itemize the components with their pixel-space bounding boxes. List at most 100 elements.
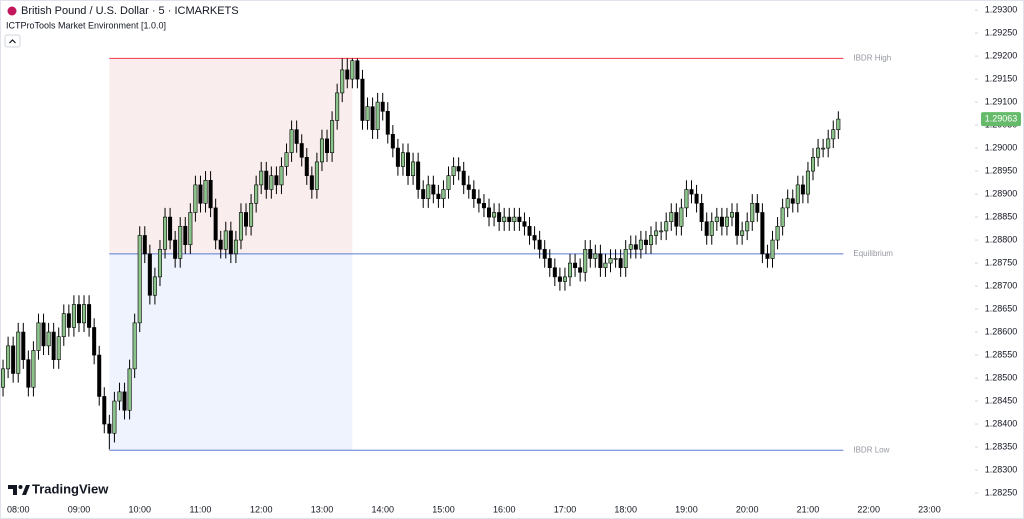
- x-tick-label: 13:00: [311, 504, 334, 514]
- indicator-name: ICTProTools Market Environment [1.0.0]: [6, 20, 166, 30]
- candle-body: [284, 152, 289, 167]
- candle-body: [228, 230, 233, 255]
- candle-body: [299, 143, 304, 158]
- candle-body: [390, 133, 395, 149]
- candle-body: [71, 304, 76, 328]
- candle-body: [674, 212, 679, 227]
- candle-body: [340, 69, 345, 94]
- y-tick-label: 1.28800: [985, 234, 1018, 244]
- x-tick-label: 20:00: [736, 504, 759, 514]
- candle-body: [36, 322, 41, 351]
- candle-body: [21, 331, 26, 360]
- x-tick-label: 17:00: [554, 504, 577, 514]
- candle-body: [633, 244, 638, 250]
- candle-body: [760, 212, 765, 255]
- candle-body: [132, 322, 137, 370]
- candle-body: [740, 230, 745, 236]
- candle-body: [107, 423, 112, 434]
- y-tick-label: 1.29200: [985, 50, 1018, 60]
- candle-body: [461, 170, 466, 186]
- candle-body: [198, 184, 203, 204]
- candle-body: [790, 198, 795, 204]
- candle-body: [654, 230, 659, 236]
- candle-body: [471, 189, 476, 199]
- candle-body: [679, 207, 684, 227]
- x-tick-label: 15:00: [432, 504, 455, 514]
- candle-body: [41, 322, 46, 347]
- candle-body: [213, 207, 218, 241]
- candle-body: [816, 147, 821, 158]
- candle-body: [233, 239, 238, 255]
- candle-body: [831, 129, 836, 140]
- candle-body: [406, 152, 411, 176]
- candle-body: [785, 198, 790, 209]
- candle-body: [345, 69, 350, 80]
- candle-body: [122, 391, 127, 411]
- y-tick-label: 1.29300: [985, 4, 1018, 14]
- x-tick-label: 21:00: [797, 504, 820, 514]
- candle-body: [598, 253, 603, 268]
- level-label: IBDR High: [853, 54, 891, 63]
- candle-body: [709, 221, 714, 236]
- last-price-box: [981, 112, 1021, 127]
- candle-body: [694, 193, 699, 204]
- candle-body: [659, 230, 664, 233]
- y-tick-label: 1.28900: [985, 188, 1018, 198]
- candle-body: [400, 152, 405, 167]
- candle-body: [451, 166, 456, 176]
- candle-body: [745, 221, 750, 232]
- candle-body: [254, 184, 259, 204]
- candle-body: [238, 212, 243, 241]
- candle-body: [638, 239, 643, 250]
- candle-body: [249, 202, 254, 227]
- candle-body: [61, 313, 66, 337]
- x-tick-label: 18:00: [614, 504, 637, 514]
- candle-body: [152, 276, 157, 296]
- candle-body: [178, 225, 183, 259]
- x-tick-label: 12:00: [250, 504, 273, 514]
- candle-body: [375, 101, 380, 130]
- candle-body: [446, 175, 451, 190]
- x-tick-label: 19:00: [675, 504, 698, 514]
- candle-body: [512, 216, 517, 222]
- candle-body: [578, 267, 583, 273]
- candle-body: [730, 212, 735, 218]
- candle-body: [699, 202, 704, 222]
- candle-body: [547, 258, 552, 268]
- candle-body: [102, 396, 107, 425]
- candle-body: [173, 239, 178, 259]
- candle-body: [507, 216, 512, 222]
- collapse-button[interactable]: [4, 34, 21, 48]
- discount-zone: [109, 253, 353, 451]
- candle-body: [314, 161, 319, 190]
- candle-body: [188, 212, 193, 245]
- candle-body: [456, 166, 461, 172]
- candle-body: [16, 331, 21, 374]
- candle-body: [765, 253, 770, 259]
- candle-body: [76, 304, 81, 324]
- candle-body: [142, 235, 147, 255]
- candle-body: [568, 262, 573, 278]
- candle-body: [669, 212, 674, 222]
- background-layer: [109, 57, 844, 451]
- x-tick-label: 09:00: [68, 504, 91, 514]
- candle-body: [1, 368, 6, 388]
- candle-body: [476, 198, 481, 204]
- candle-body: [714, 216, 719, 222]
- candle-body: [517, 216, 522, 222]
- y-tick-label: 1.29100: [985, 96, 1018, 106]
- candle-body: [385, 111, 390, 135]
- candle-body: [805, 170, 810, 195]
- y-tick-label: 1.28700: [985, 280, 1018, 290]
- candle-body: [46, 331, 51, 347]
- y-tick-label: 1.28650: [985, 303, 1018, 313]
- candle-body: [218, 239, 223, 250]
- candle-body: [157, 248, 162, 278]
- candle-body: [380, 101, 385, 112]
- candle-body: [466, 184, 471, 190]
- candle-body: [502, 216, 507, 222]
- level-label: Equilibrium: [853, 249, 893, 258]
- x-tick-label: 22:00: [857, 504, 880, 514]
- y-tick-label: 1.28250: [985, 487, 1018, 497]
- candle-body: [623, 248, 628, 268]
